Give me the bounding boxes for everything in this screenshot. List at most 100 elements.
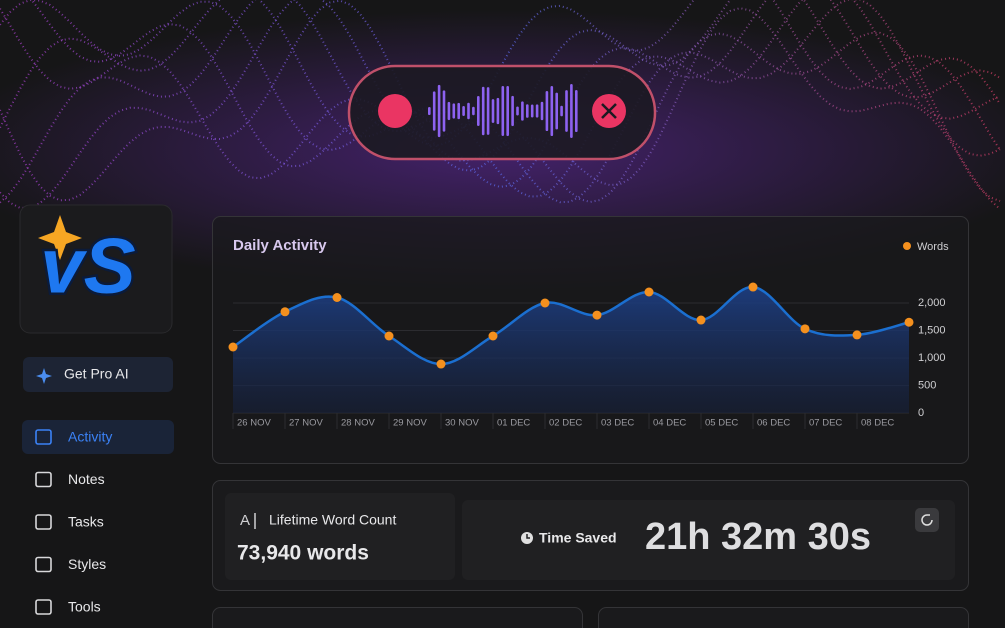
point [488,331,498,341]
wave-bar [540,101,544,121]
y-tick-label: 1,000 [918,352,946,364]
x-tick-label: 03 DEC [601,418,634,429]
legend-marker [903,242,911,250]
point [644,287,654,297]
nav-item[interactable]: Styles [68,556,106,572]
wave-bar [516,106,519,116]
logo-star [38,215,82,260]
point [904,317,914,327]
x-tick-label: 28 NOV [341,418,375,429]
wave-bar [428,107,431,115]
nav-item[interactable]: Activity [68,429,112,445]
legend-label: Words [917,241,949,253]
y-tick-label: 500 [918,379,936,391]
wave-bar [477,96,480,126]
y-tick-label: 1,500 [918,324,946,336]
time-saved-box [462,500,955,580]
nav-item[interactable]: Tasks [68,514,104,530]
wave-bar [521,101,524,121]
wave-bar [491,99,495,123]
x-tick-label: 05 DEC [705,418,738,429]
chart: 0 500 1,000 1,500 2,000 26 NOV 27 NOV 28 NOV 29 … [228,241,949,429]
wave-bar [506,85,509,137]
wave-bar [437,84,441,138]
bottom-panel-right [598,607,969,628]
nav-item[interactable]: Tools [68,599,101,615]
point [228,342,238,352]
time-saved-value: 21h 32m 30s [645,516,871,558]
point [748,282,758,292]
x-tick-label: 04 DEC [653,418,686,429]
x-tick-label: 27 NOV [289,418,323,429]
wave-bar [457,102,460,120]
wave-bar [432,91,436,131]
point [800,324,810,334]
nav-icon [35,429,52,445]
sparkle-icon [36,368,52,384]
lifetime-box [225,493,455,580]
wave-bar [545,90,549,132]
nav-icon [35,599,52,615]
clock-hands [526,534,530,539]
x-tick-label: 30 NOV [445,418,479,429]
wave-bar [570,84,573,138]
wave-bar [447,101,451,121]
x-tick-label: 26 NOV [237,418,271,429]
x-tick-label: 02 DEC [549,418,582,429]
area [233,287,909,413]
wave-bar [452,103,456,119]
point [696,315,706,325]
line [232,285,910,366]
y-tick-label: 2,000 [918,297,946,309]
wave-bar [481,86,485,136]
pro-button[interactable] [23,357,173,392]
wave [0,0,1001,210]
wave-bar [535,104,539,118]
nav-item[interactable]: Notes [68,471,105,487]
time-saved-label: Time Saved [539,530,617,546]
x-tick-label: 06 DEC [757,418,790,429]
point [332,293,342,302]
wave-bar [526,104,529,118]
point [540,298,550,308]
y-tick-label: 0 [918,407,924,419]
nav-icon [35,556,52,573]
wave-bar [550,85,554,137]
point [592,310,602,320]
nav: Activity Notes Tasks Styles Tools [35,429,112,615]
point [384,331,394,341]
x-tick-label: 07 DEC [809,418,842,429]
nav-icon [35,514,52,530]
refresh-icon [921,514,933,526]
wave-bar [462,106,465,116]
x-tick-label: 01 DEC [497,418,530,429]
x-tick-label: 29 NOV [393,418,427,429]
x-tick-label: 08 DEC [861,418,894,429]
waveform [428,84,578,138]
wave-bar [442,90,446,132]
point [436,359,446,369]
point [852,330,862,340]
text-icon: A [240,512,250,529]
pro-button-label: Get Pro AI [64,366,129,382]
wave-bar [565,90,568,132]
lifetime-value: 73,940 words [237,542,369,565]
wave-bar [472,106,475,116]
point [280,307,290,317]
nav-active-bg [22,420,174,454]
logo: vS [40,222,135,310]
wave-bar [530,104,534,118]
wave-bar [511,95,514,127]
wave [0,0,1001,188]
record-button[interactable] [378,94,412,128]
nav-icon [35,471,52,488]
wave-bar [486,87,490,135]
lifetime-label: Lifetime Word Count [269,512,396,528]
chart-title: Daily Activity [233,237,327,254]
wave-bar [467,102,470,120]
wave-bar [501,86,505,136]
wave-bar [555,92,558,130]
refresh-button[interactable] [915,508,939,532]
wave-bar [560,105,563,117]
